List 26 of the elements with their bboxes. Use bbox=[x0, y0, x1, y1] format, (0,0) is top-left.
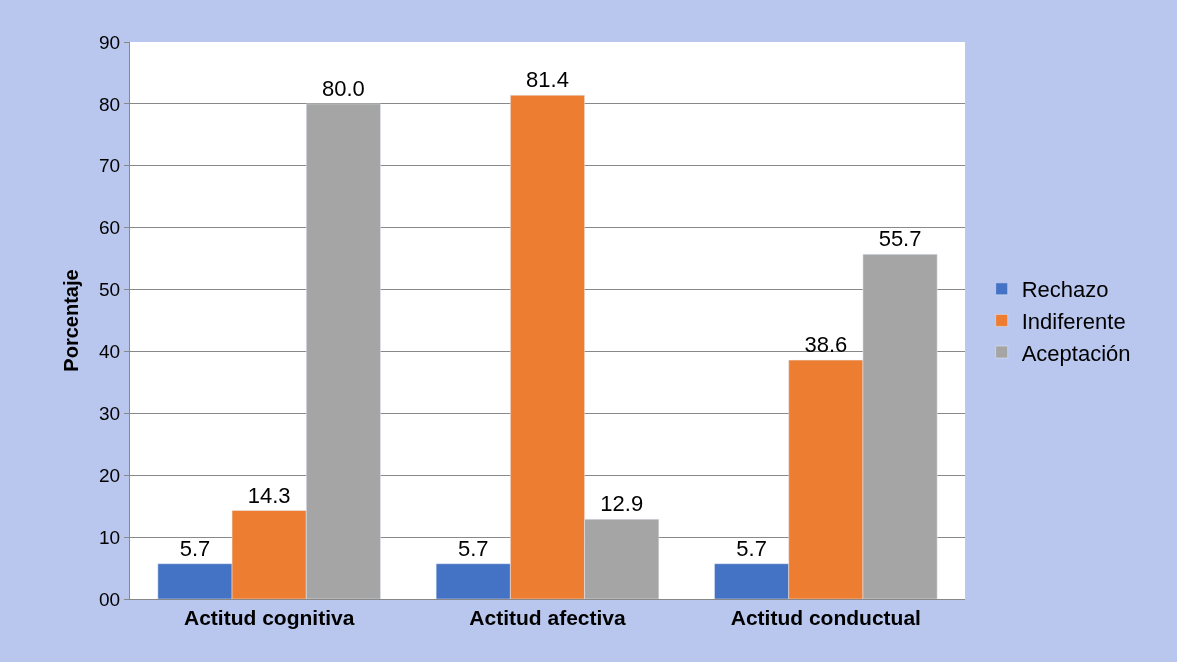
y-tick-label: 60 bbox=[99, 217, 121, 239]
y-tick-label: 30 bbox=[99, 402, 121, 424]
legend-label: Indiferente bbox=[1021, 308, 1126, 334]
text: 5.7 bbox=[457, 535, 489, 561]
x-tick-label: Actitud afectiva bbox=[469, 606, 627, 630]
y-tick-label: 80 bbox=[99, 93, 121, 115]
y-tick-label: 40 bbox=[99, 341, 121, 363]
y-axis-title: Porcentaje bbox=[59, 269, 82, 372]
text: 14.3 bbox=[247, 482, 291, 508]
legend-label: Rechazo bbox=[1021, 277, 1109, 303]
y-tick-label: 50 bbox=[99, 279, 121, 301]
x-tick-label: Actitud conductual bbox=[730, 606, 921, 630]
text: 55.7 bbox=[878, 226, 922, 252]
y-tick-label: 00 bbox=[99, 588, 121, 610]
legend-label: Aceptación bbox=[1021, 340, 1131, 366]
text: 5.7 bbox=[179, 535, 211, 561]
text: 5.7 bbox=[736, 535, 767, 561]
y-tick-label: 10 bbox=[99, 526, 121, 548]
text: 12.9 bbox=[600, 491, 644, 517]
y-tick-label: 70 bbox=[99, 155, 121, 177]
text: 80.0 bbox=[321, 75, 365, 101]
text: 81.4 bbox=[526, 67, 569, 93]
y-tick-label: 90 bbox=[99, 31, 121, 53]
x-tick-label: Actitud cognitiva bbox=[184, 606, 355, 630]
y-tick-label: 20 bbox=[99, 464, 121, 486]
text: 38.6 bbox=[804, 332, 848, 358]
